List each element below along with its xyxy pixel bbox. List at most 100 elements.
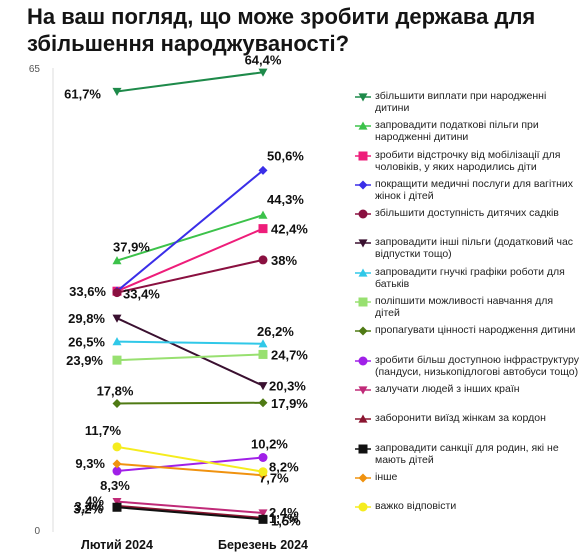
legend-swatch-marker xyxy=(358,151,368,161)
legend-item: запровадити інші пільги (додатковий час … xyxy=(355,236,580,265)
legend-item: поліпшити можливості навчання для дітей xyxy=(355,295,580,324)
legend-swatch-marker xyxy=(358,180,368,190)
x-tick-label: Лютий 2024 xyxy=(81,538,153,552)
legend-swatch xyxy=(355,326,371,336)
data-point xyxy=(258,453,268,463)
legend-item: збільшити доступність дитячих садків xyxy=(355,207,580,236)
series-line xyxy=(116,456,264,473)
legend-item: покращити медичні послуги для вагітних ж… xyxy=(355,178,580,207)
legend-item: заборонити виїзд жінкам за кордон xyxy=(355,412,580,441)
legend-label: пропагувати цінності народження дитини xyxy=(375,324,576,337)
data-point xyxy=(258,514,268,524)
legend-label: запровадити інші пільги (додатковий час … xyxy=(375,236,574,261)
legend-item: збільшити виплати при народженні дитини xyxy=(355,90,580,119)
legend-swatch-marker xyxy=(358,473,368,483)
legend-swatch xyxy=(355,268,371,277)
data-point xyxy=(112,442,122,452)
data-point xyxy=(258,509,268,518)
legend-label: запровадити податкові пільги при народже… xyxy=(375,119,539,144)
data-point xyxy=(258,382,268,391)
data-label: 3,4% xyxy=(74,499,104,514)
legend-swatch-marker xyxy=(358,239,368,248)
y-tick-label: 65 xyxy=(29,64,41,75)
legend-swatch-marker xyxy=(358,326,368,336)
data-point xyxy=(258,165,268,175)
series-13: 3,2% 1,5% xyxy=(73,501,301,528)
data-label: 8,2% xyxy=(269,460,299,475)
data-label: 38% xyxy=(271,253,297,268)
data-point xyxy=(258,349,268,359)
legend-swatch-marker xyxy=(358,93,368,102)
legend-swatch xyxy=(355,356,371,366)
legend-swatch-marker xyxy=(358,444,368,454)
series-1: 61,7% 64,4% xyxy=(64,52,282,101)
legend-label: залучати людей з інших країн xyxy=(375,382,520,395)
legend-label: важко відповісти xyxy=(375,500,457,513)
series-line xyxy=(116,353,264,362)
data-point xyxy=(112,459,122,469)
legend-swatch xyxy=(355,151,371,161)
data-label: 1,7% xyxy=(269,511,299,526)
series-line xyxy=(116,340,264,345)
legend-label: інше xyxy=(375,470,398,483)
series-line xyxy=(116,445,264,473)
legend-swatch xyxy=(355,121,371,130)
data-label: 64,4% xyxy=(245,52,282,67)
data-point xyxy=(258,339,268,348)
series-line xyxy=(116,500,264,514)
data-point xyxy=(112,256,122,265)
legend-item: запровадити податкові пільги при народже… xyxy=(355,119,580,148)
legend-swatch xyxy=(355,93,371,102)
data-label: 29,8% xyxy=(68,311,105,326)
x-tick-label: Березень 2024 xyxy=(218,538,308,552)
legend-swatch xyxy=(355,386,371,395)
data-point xyxy=(258,398,268,408)
legend-swatch xyxy=(355,297,371,307)
legend-item: залучати людей з інших країн xyxy=(355,383,580,412)
series-6: 29,8% 20,3% xyxy=(68,311,306,394)
data-point xyxy=(112,466,122,476)
data-point xyxy=(112,314,122,323)
legend-item: важко відповісти xyxy=(355,500,580,529)
legend-label: покращити медичні послуги для вагітних ж… xyxy=(375,177,574,202)
data-label: 17,8% xyxy=(97,383,134,398)
legend-swatch-marker xyxy=(358,386,368,395)
data-label: 10,2% xyxy=(251,437,288,452)
series-line xyxy=(116,401,264,405)
legend-swatch-marker xyxy=(358,209,368,219)
series-line xyxy=(116,258,264,294)
data-label: 2,4% xyxy=(269,505,299,520)
data-label: 61,7% xyxy=(64,86,101,101)
legend-swatch xyxy=(355,209,371,219)
legend-item: зробити відстрочку від мобілізації для ч… xyxy=(355,149,580,178)
series-line xyxy=(116,214,264,262)
legend-label: запровадити санкції для родин, які не ма… xyxy=(375,441,559,466)
legend-label: зробити відстрочку від мобілізації для ч… xyxy=(375,148,561,173)
legend-swatch xyxy=(355,239,371,248)
chart-title: На ваш погляд, що може зробити держава д… xyxy=(27,4,536,56)
data-label: 3,2% xyxy=(73,501,103,516)
data-point xyxy=(258,68,268,77)
legend-item: запровадити санкції для родин, які не ма… xyxy=(355,442,580,471)
data-label: 50,6% xyxy=(267,148,304,163)
data-label: 42,4% xyxy=(271,222,308,237)
data-label: 9,3% xyxy=(75,456,105,471)
series-line xyxy=(116,317,264,387)
data-point xyxy=(112,398,122,408)
series-2: 37,9% 44,3% xyxy=(112,192,304,265)
legend-swatch-marker xyxy=(358,356,368,366)
legend-label: поліпшити можливості навчання для дітей xyxy=(375,295,554,320)
legend-swatch xyxy=(355,180,371,190)
data-label: 33,4% xyxy=(123,287,160,302)
legend-swatch-marker xyxy=(358,414,368,423)
series-line xyxy=(116,462,264,477)
data-label: 37,9% xyxy=(113,240,150,255)
data-label: 26,2% xyxy=(257,324,294,339)
data-label: 26,5% xyxy=(68,335,105,350)
data-point xyxy=(258,467,268,477)
series-9: 17,8% 17,9% xyxy=(97,383,309,410)
data-label: 1,5% xyxy=(271,513,301,528)
legend-label: збільшити доступність дитячих садків xyxy=(375,207,559,220)
